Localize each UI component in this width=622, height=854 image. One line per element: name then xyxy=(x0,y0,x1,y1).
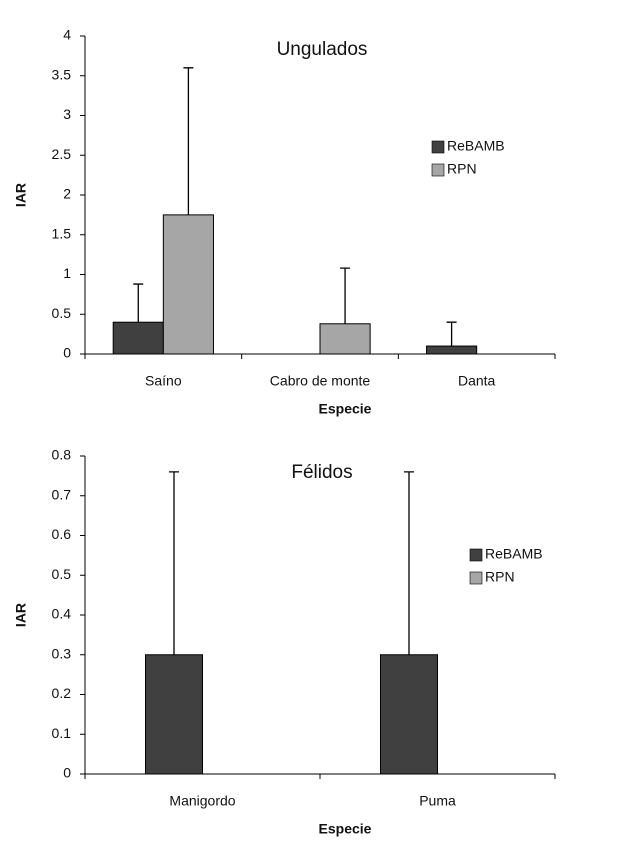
y-tick-label: 2.5 xyxy=(52,146,72,162)
legend-swatch xyxy=(431,140,445,154)
y-tick-label: 1.5 xyxy=(52,225,72,241)
legend-label: RPN xyxy=(447,161,477,177)
x-tick-label: Saíno xyxy=(145,373,182,389)
y-tick-label: 0.5 xyxy=(52,305,72,321)
legend-label: ReBAMB xyxy=(447,138,505,154)
y-tick-label: 0.1 xyxy=(52,725,72,741)
x-axis-title: Especie xyxy=(319,401,372,417)
y-tick-label: 0 xyxy=(63,765,71,781)
bar xyxy=(112,321,164,355)
legend-swatch xyxy=(469,571,483,585)
error-bar xyxy=(446,321,457,347)
legend-swatch xyxy=(431,163,445,177)
error-bar xyxy=(169,471,179,655)
x-tick-label: Manigordo xyxy=(169,793,235,809)
legend-label: ReBAMB xyxy=(485,546,543,562)
error-bar xyxy=(183,67,194,215)
y-tick-label: 0.3 xyxy=(52,645,72,661)
y-tick-label: 4 xyxy=(63,27,71,43)
legend-swatch xyxy=(469,548,483,562)
error-bar xyxy=(404,471,414,655)
y-tick-label: 0.5 xyxy=(52,566,72,582)
chart-title: Ungulados xyxy=(277,39,368,60)
bar xyxy=(162,214,214,355)
chart-title: Félidos xyxy=(291,462,352,483)
bar xyxy=(426,345,478,355)
y-tick-label: 0.6 xyxy=(52,526,72,542)
y-tick-label: 0 xyxy=(63,345,71,361)
y-tick-label: 0.7 xyxy=(52,486,72,502)
y-tick-label: 0.8 xyxy=(52,447,72,463)
y-tick-label: 0.4 xyxy=(52,606,72,622)
y-tick-label: 2 xyxy=(63,186,71,202)
y-tick-label: 1 xyxy=(63,265,71,281)
x-tick-label: Puma xyxy=(419,793,456,809)
y-tick-label: 3 xyxy=(63,106,71,122)
bar xyxy=(145,654,203,775)
bar xyxy=(319,323,371,355)
error-bar xyxy=(340,267,351,324)
y-axis-title: IAR xyxy=(13,603,29,627)
error-bar xyxy=(133,283,144,323)
y-tick-label: 0.2 xyxy=(52,685,72,701)
x-tick-label: Danta xyxy=(458,373,496,389)
y-tick-label: 3.5 xyxy=(52,66,72,82)
legend-label: RPN xyxy=(485,569,515,585)
bar xyxy=(380,654,438,775)
y-axis-title: IAR xyxy=(13,183,29,207)
x-tick-label: Cabro de monte xyxy=(270,373,371,389)
x-axis-title: Especie xyxy=(319,821,372,837)
